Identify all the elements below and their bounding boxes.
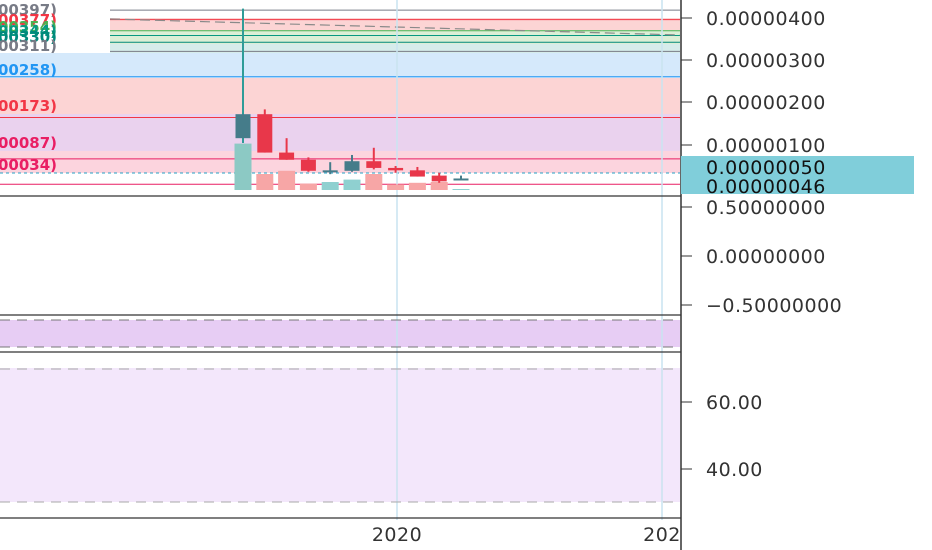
rsi-tick-label: 60.00 bbox=[706, 392, 763, 414]
candle-body[interactable] bbox=[300, 159, 316, 171]
candle-body[interactable] bbox=[453, 178, 469, 181]
fib-label: 00354) bbox=[0, 18, 57, 36]
time-tick-label: 2020 bbox=[372, 524, 422, 546]
candle-body[interactable] bbox=[388, 167, 404, 171]
fib-label: 00344) bbox=[0, 22, 57, 40]
price-tick-label: 0.00000300 bbox=[706, 50, 826, 72]
fib-zone bbox=[0, 114, 680, 151]
candle-body[interactable] bbox=[431, 175, 447, 182]
candle-body[interactable] bbox=[322, 170, 338, 173]
price-tick-label: 0.00000200 bbox=[706, 92, 826, 114]
volume-bar bbox=[278, 170, 296, 190]
candle-body[interactable] bbox=[366, 161, 382, 168]
volume-bar bbox=[365, 174, 383, 190]
trend-line bbox=[109, 18, 681, 36]
fib-zone bbox=[110, 30, 680, 44]
fib-label: 00173) bbox=[0, 97, 57, 115]
oscillator-tick-label: −0.50000000 bbox=[706, 295, 842, 317]
volume-bar bbox=[321, 182, 339, 190]
price-axis-bg bbox=[681, 0, 932, 550]
time-axis[interactable]: 2020 202 bbox=[372, 524, 681, 546]
candle-body[interactable] bbox=[235, 114, 251, 139]
last-price-tag bbox=[681, 156, 914, 194]
fib-zone bbox=[0, 151, 680, 173]
volume-bar bbox=[387, 184, 405, 190]
fib-label: 00397) bbox=[0, 1, 57, 19]
fib-label: 00087) bbox=[0, 134, 57, 152]
fib-label: 00377) bbox=[0, 11, 57, 29]
fib-zone bbox=[0, 78, 680, 114]
price-tick-label: 0.00000400 bbox=[706, 8, 826, 30]
oscillator-tick-label: 0.00000000 bbox=[706, 246, 826, 268]
fib-zone bbox=[110, 18, 680, 30]
time-tick-label: 202 bbox=[643, 524, 681, 546]
fib-lines bbox=[0, 9, 680, 185]
candle-body[interactable] bbox=[409, 170, 425, 177]
volume-bar bbox=[408, 182, 426, 190]
rsi-tick-label: 40.00 bbox=[706, 459, 763, 481]
fib-label: 00311) bbox=[0, 37, 57, 55]
oscillator-tick-label: 0.50000000 bbox=[706, 197, 826, 219]
rsi-band bbox=[0, 368, 680, 502]
fib-labels: 00397) 00377) 00354) 00344) 00330) 00311… bbox=[0, 1, 57, 174]
price-tick-label: 0.00000100 bbox=[706, 135, 826, 157]
volume-bar bbox=[430, 182, 448, 190]
volume-bar bbox=[256, 174, 274, 190]
fib-label: 00258) bbox=[0, 61, 57, 79]
price-axis[interactable]: 0.00000400 0.00000300 0.00000200 0.00000… bbox=[680, 0, 932, 550]
last-price-label: 0.00000046 bbox=[706, 176, 826, 198]
candle-body[interactable] bbox=[344, 161, 360, 171]
volume-bars bbox=[234, 143, 470, 190]
candle-body[interactable] bbox=[279, 152, 295, 160]
candles bbox=[235, 8, 469, 183]
fib-zone bbox=[0, 53, 680, 78]
candle-body[interactable] bbox=[257, 114, 273, 153]
oscillator-band bbox=[0, 320, 680, 347]
last-price-label: 0.00000050 bbox=[706, 157, 826, 179]
fib-label: 00330) bbox=[0, 28, 57, 46]
volume-bar bbox=[299, 183, 317, 190]
volume-bar bbox=[343, 179, 361, 190]
volume-bar bbox=[452, 189, 470, 190]
fib-label: 00034) bbox=[0, 156, 57, 174]
fib-zones bbox=[0, 18, 680, 173]
volume-bar bbox=[234, 143, 252, 190]
fib-zone bbox=[110, 44, 680, 53]
